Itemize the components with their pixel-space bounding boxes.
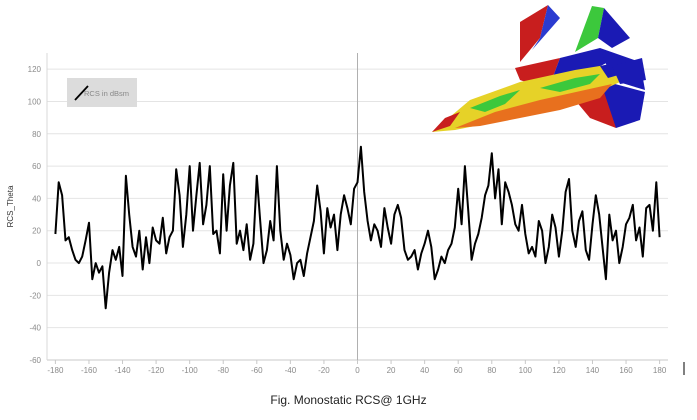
figure-caption: Fig. Monostatic RCS@ 1GHz: [270, 393, 427, 407]
legend-entry-rcs-in-dbsm: RCS in dBsm: [84, 89, 129, 98]
x-tick-labels: -180 -160 -140 -120 -100 -80 -60 -40 -20 0 20 40 60 8…: [47, 366, 666, 375]
y-tick-label: 0: [37, 259, 42, 268]
x-tick-label: -20: [318, 366, 330, 375]
x-tick-label: -60: [251, 366, 263, 375]
y-tick-label: 60: [32, 162, 41, 171]
legend-box: [67, 78, 137, 107]
x-tick-label: -100: [182, 366, 199, 375]
series-line: [54, 145, 661, 310]
y-tick-label: 100: [28, 97, 42, 106]
y-tick-label: 40: [32, 194, 41, 203]
y-tick-label: -40: [29, 324, 41, 333]
x-tick-label: 40: [420, 366, 429, 375]
y-tick-label: 120: [28, 65, 42, 74]
x-tick-label: -40: [285, 366, 297, 375]
x-tick-label: -140: [115, 366, 132, 375]
x-tick-label: -180: [47, 366, 64, 375]
x-tick-label: 120: [552, 366, 566, 375]
x-tick-label: -80: [217, 366, 229, 375]
chart-legend: RCS in dBsm: [67, 78, 137, 107]
x-tick-label: 20: [387, 366, 396, 375]
series-layer: [54, 145, 661, 310]
y-tick-label: -60: [29, 356, 41, 365]
y-axis-label: RCS_Theta: [6, 185, 15, 227]
legend-line-swatch: [74, 85, 89, 101]
y-tick-label: 80: [32, 130, 41, 139]
aircraft-rcs-surface-image: [432, 5, 646, 132]
x-tick-label: 180: [653, 366, 667, 375]
y-tick-label: 20: [32, 227, 41, 236]
x-tick-label: 160: [619, 366, 633, 375]
chart-axes: [46, 53, 668, 361]
y-tick-labels: -60 -40 -20 0 20 40 60 80 100 120: [28, 65, 42, 365]
x-tick-label: -120: [148, 366, 165, 375]
x-tick-label: 100: [519, 366, 533, 375]
x-tick-label: -160: [81, 366, 98, 375]
y-tick-label: -20: [29, 291, 41, 300]
x-tick-label: 0: [355, 366, 360, 375]
x-tick-label: 80: [487, 366, 496, 375]
x-tick-label: 140: [586, 366, 600, 375]
x-tick-label: 60: [454, 366, 463, 375]
